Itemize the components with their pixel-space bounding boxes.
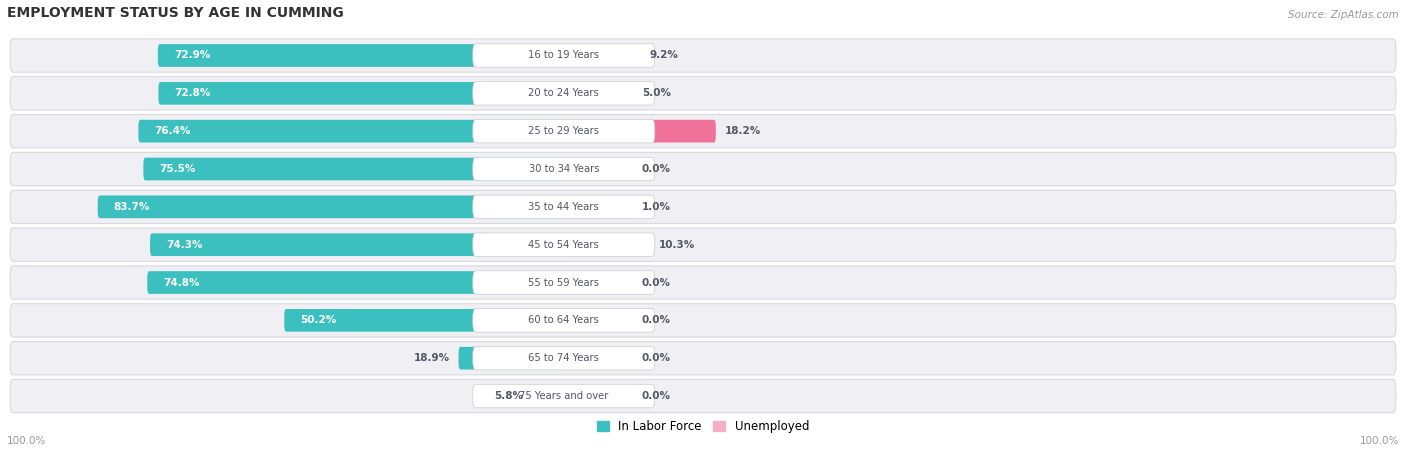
Text: 72.9%: 72.9% [174,51,209,60]
FancyBboxPatch shape [472,308,655,332]
Text: 5.8%: 5.8% [494,391,523,401]
FancyBboxPatch shape [564,347,633,369]
FancyBboxPatch shape [10,152,1396,186]
Text: Source: ZipAtlas.com: Source: ZipAtlas.com [1288,9,1399,19]
Text: 83.7%: 83.7% [114,202,150,212]
FancyBboxPatch shape [564,195,633,218]
FancyBboxPatch shape [10,77,1396,110]
FancyBboxPatch shape [564,120,716,143]
FancyBboxPatch shape [472,346,655,370]
Text: 0.0%: 0.0% [643,353,671,363]
FancyBboxPatch shape [472,44,655,67]
Text: 30 to 34 Years: 30 to 34 Years [529,164,599,174]
FancyBboxPatch shape [564,82,633,105]
Text: 16 to 19 Years: 16 to 19 Years [529,51,599,60]
Text: 60 to 64 Years: 60 to 64 Years [529,315,599,325]
Text: 18.9%: 18.9% [413,353,450,363]
FancyBboxPatch shape [157,44,564,67]
FancyBboxPatch shape [472,271,655,294]
FancyBboxPatch shape [472,120,655,143]
Text: 75 Years and over: 75 Years and over [519,391,609,401]
Text: 74.3%: 74.3% [166,239,202,250]
Text: 0.0%: 0.0% [643,315,671,325]
FancyBboxPatch shape [472,157,655,181]
Text: 65 to 74 Years: 65 to 74 Years [529,353,599,363]
FancyBboxPatch shape [138,120,564,143]
Text: EMPLOYMENT STATUS BY AGE IN CUMMING: EMPLOYMENT STATUS BY AGE IN CUMMING [7,5,343,19]
FancyBboxPatch shape [10,266,1396,299]
Text: 1.0%: 1.0% [643,202,671,212]
FancyBboxPatch shape [10,304,1396,337]
Text: 0.0%: 0.0% [643,277,671,288]
FancyBboxPatch shape [472,195,655,219]
FancyBboxPatch shape [10,228,1396,261]
FancyBboxPatch shape [472,233,655,257]
FancyBboxPatch shape [148,271,564,294]
Text: 0.0%: 0.0% [643,164,671,174]
FancyBboxPatch shape [284,309,564,332]
FancyBboxPatch shape [150,233,564,256]
FancyBboxPatch shape [531,385,564,407]
FancyBboxPatch shape [10,190,1396,224]
Text: 10.3%: 10.3% [658,239,695,250]
FancyBboxPatch shape [564,233,650,256]
Text: 76.4%: 76.4% [155,126,191,136]
Legend: In Labor Force, Unemployed: In Labor Force, Unemployed [592,415,814,437]
FancyBboxPatch shape [10,379,1396,413]
Text: 20 to 24 Years: 20 to 24 Years [529,88,599,98]
Text: 100.0%: 100.0% [7,436,46,446]
Text: 35 to 44 Years: 35 to 44 Years [529,202,599,212]
Text: 74.8%: 74.8% [163,277,200,288]
FancyBboxPatch shape [10,341,1396,375]
Text: 0.0%: 0.0% [643,391,671,401]
Text: 72.8%: 72.8% [174,88,211,98]
FancyBboxPatch shape [564,271,633,294]
FancyBboxPatch shape [472,82,655,105]
FancyBboxPatch shape [564,158,633,180]
FancyBboxPatch shape [10,39,1396,72]
FancyBboxPatch shape [159,82,564,105]
Text: 100.0%: 100.0% [1360,436,1399,446]
FancyBboxPatch shape [97,195,564,218]
Text: 5.0%: 5.0% [643,88,671,98]
FancyBboxPatch shape [564,44,641,67]
Text: 25 to 29 Years: 25 to 29 Years [529,126,599,136]
Text: 45 to 54 Years: 45 to 54 Years [529,239,599,250]
Text: 9.2%: 9.2% [650,51,678,60]
Text: 50.2%: 50.2% [301,315,336,325]
FancyBboxPatch shape [472,384,655,408]
FancyBboxPatch shape [564,385,633,407]
FancyBboxPatch shape [564,309,633,332]
FancyBboxPatch shape [143,158,564,180]
FancyBboxPatch shape [458,347,564,369]
Text: 18.2%: 18.2% [724,126,761,136]
FancyBboxPatch shape [10,115,1396,148]
Text: 75.5%: 75.5% [159,164,195,174]
Text: 55 to 59 Years: 55 to 59 Years [529,277,599,288]
